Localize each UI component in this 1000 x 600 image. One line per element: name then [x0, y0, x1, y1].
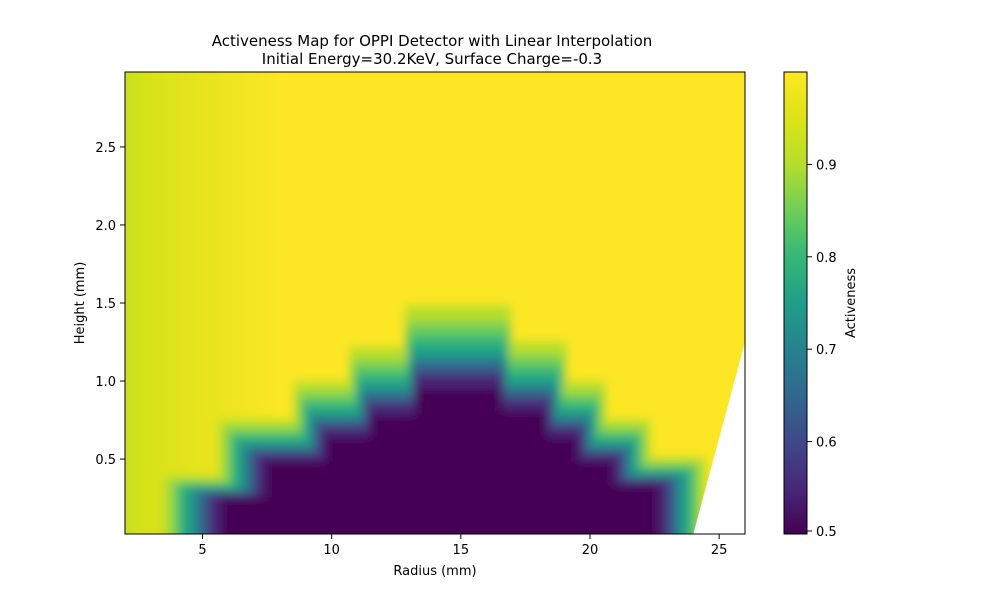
heat-layer-6 [220, 387, 659, 534]
colorbar: 0.5 0.6 0.7 0.8 0.9 Activeness [783, 71, 859, 540]
colorbar-tick-label: 0.7 [816, 343, 837, 358]
colorbar-frame [783, 71, 808, 535]
chart-title: Activeness Map for OPPI Detector with Li… [212, 32, 653, 50]
y-axis: 0.5 1.0 1.5 2.0 2.5 [95, 141, 125, 468]
x-tick-label: 15 [453, 543, 470, 558]
y-tick-label: 2.5 [95, 141, 116, 156]
y-tick-label: 1.0 [95, 375, 116, 390]
x-axis: 5 10 15 20 25 [198, 534, 727, 558]
undefined-region [693, 342, 745, 534]
y-tick-label: 1.5 [95, 297, 116, 312]
plot-area [125, 72, 745, 534]
colorbar-tick-label: 0.8 [816, 251, 837, 266]
x-tick-label: 20 [582, 543, 599, 558]
y-tick-label: 0.5 [95, 453, 116, 468]
colorbar-tick-label: 0.6 [816, 436, 837, 451]
colorbar-tick-label: 0.9 [816, 158, 837, 173]
x-tick-label: 5 [198, 543, 206, 558]
chart-subtitle: Initial Energy=30.2KeV, Surface Charge=-… [262, 50, 602, 68]
x-tick-label: 25 [711, 543, 728, 558]
y-tick-label: 2.0 [95, 219, 116, 234]
y-axis-label: Height (mm) [73, 262, 88, 345]
colorbar-tick-label: 0.5 [816, 525, 837, 540]
x-axis-label: Radius (mm) [393, 564, 476, 579]
colorbar-label: Activeness [844, 268, 859, 338]
colorbar-ticks: 0.5 0.6 0.7 0.8 0.9 [807, 158, 837, 540]
x-tick-label: 10 [323, 543, 340, 558]
colorbar-gradient [784, 72, 807, 534]
heatmap-layers [163, 305, 706, 534]
